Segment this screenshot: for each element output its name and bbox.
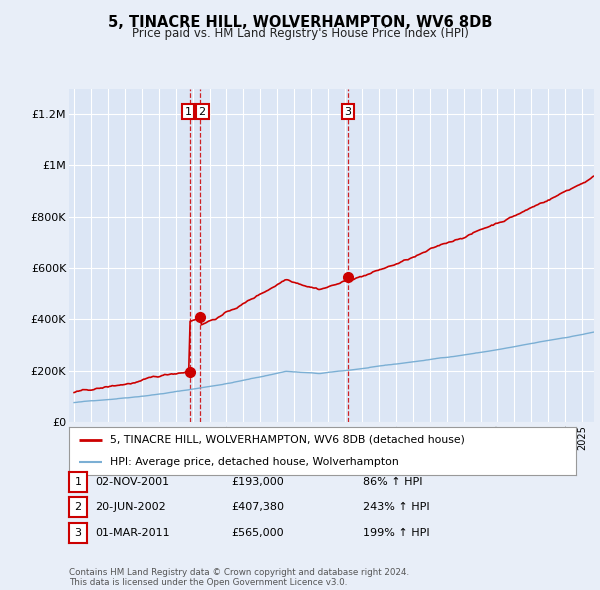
Text: 2: 2 — [199, 107, 206, 117]
Text: 243% ↑ HPI: 243% ↑ HPI — [363, 503, 430, 512]
Text: 3: 3 — [344, 107, 352, 117]
Text: £407,380: £407,380 — [231, 503, 284, 512]
Text: 199% ↑ HPI: 199% ↑ HPI — [363, 528, 430, 537]
Text: 5, TINACRE HILL, WOLVERHAMPTON, WV6 8DB: 5, TINACRE HILL, WOLVERHAMPTON, WV6 8DB — [108, 15, 492, 30]
Text: Contains HM Land Registry data © Crown copyright and database right 2024.
This d: Contains HM Land Registry data © Crown c… — [69, 568, 409, 587]
Text: 2: 2 — [74, 503, 82, 512]
Text: 1: 1 — [74, 477, 82, 487]
Text: HPI: Average price, detached house, Wolverhampton: HPI: Average price, detached house, Wolv… — [110, 457, 398, 467]
Text: 1: 1 — [185, 107, 191, 117]
Text: 86% ↑ HPI: 86% ↑ HPI — [363, 477, 422, 487]
Text: 01-MAR-2011: 01-MAR-2011 — [95, 528, 169, 537]
Text: £565,000: £565,000 — [231, 528, 284, 537]
Text: 02-NOV-2001: 02-NOV-2001 — [95, 477, 169, 487]
Text: £193,000: £193,000 — [231, 477, 284, 487]
Text: 20-JUN-2002: 20-JUN-2002 — [95, 503, 166, 512]
Text: Price paid vs. HM Land Registry's House Price Index (HPI): Price paid vs. HM Land Registry's House … — [131, 27, 469, 40]
Text: 5, TINACRE HILL, WOLVERHAMPTON, WV6 8DB (detached house): 5, TINACRE HILL, WOLVERHAMPTON, WV6 8DB … — [110, 435, 464, 445]
Text: 3: 3 — [74, 528, 82, 537]
